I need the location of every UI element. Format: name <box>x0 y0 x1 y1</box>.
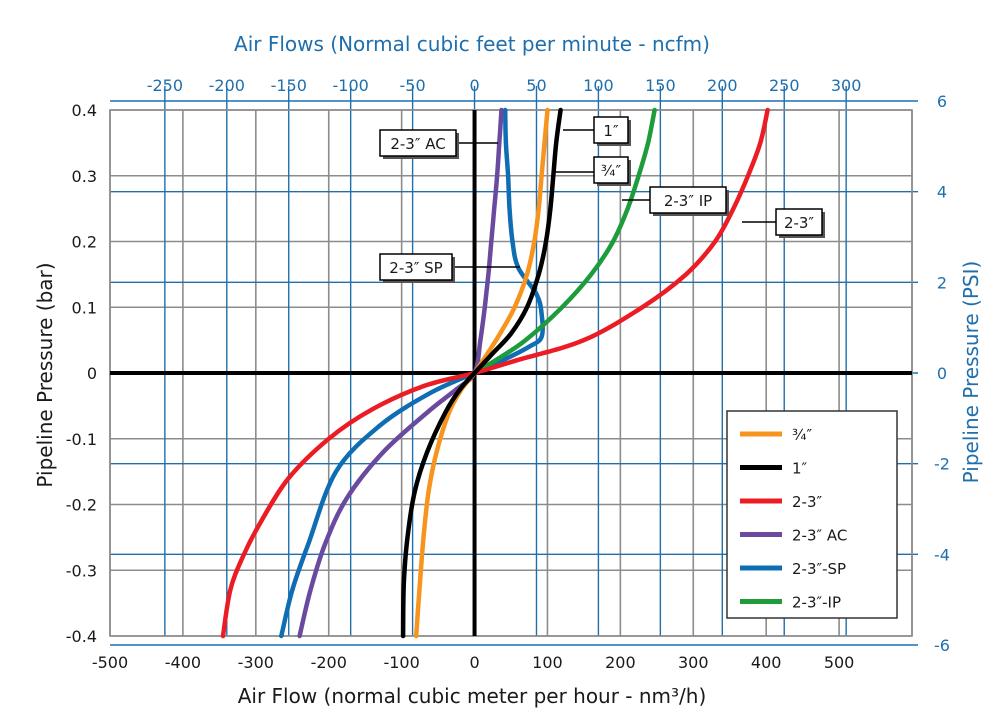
series-line <box>297 107 504 639</box>
x-tick-label: -200 <box>311 653 347 672</box>
legend-label: ¾″ <box>792 426 813 444</box>
top-tick-label: 150 <box>645 76 676 95</box>
x-tick-label: 500 <box>824 653 855 672</box>
right-tick-label: 6 <box>937 92 947 111</box>
y-tick-label: -0.4 <box>66 627 97 646</box>
callout-label: 2-3″ IP <box>664 192 712 210</box>
right-tick-label: 4 <box>937 183 947 202</box>
callouts: 2-3″ AC 1″ ¾″ 2-3″ IP 2-3″ 2-3″ SP <box>379 116 825 283</box>
legend-box <box>726 410 898 619</box>
top-tick-label: -200 <box>209 76 245 95</box>
y-tick-label: -0.2 <box>66 496 97 515</box>
right-axis-title: Pipeline Pressure (PSI) <box>959 261 983 484</box>
top-tick-label: 100 <box>583 76 614 95</box>
x-tick-label: 0 <box>469 653 479 672</box>
callout-box <box>649 186 727 214</box>
callout-label: 2-3″ AC <box>390 135 445 153</box>
y-tick-label: -0.3 <box>66 561 97 580</box>
callout-label: 2-3″ <box>784 214 814 232</box>
series-line <box>472 107 657 376</box>
y-tick-label: 0.1 <box>72 298 97 317</box>
top-tick-label: -250 <box>147 76 183 95</box>
top-tick-label: 200 <box>707 76 738 95</box>
callout-box <box>593 116 629 144</box>
x-tick-label: 100 <box>532 653 563 672</box>
series-line <box>413 107 550 639</box>
legend-label: 2-3″ AC <box>792 527 847 545</box>
top-tick-label: -50 <box>400 76 426 95</box>
right-tick-label: 2 <box>937 273 947 292</box>
y-tick-label: -0.1 <box>66 430 97 449</box>
top-axis-title: Air Flows (Normal cubic feet per minute … <box>234 32 710 56</box>
top-tick-label: 50 <box>526 76 546 95</box>
top-tick-label: -150 <box>271 76 307 95</box>
top-tick-label: -100 <box>333 76 369 95</box>
legend-label: 1″ <box>792 460 808 478</box>
x-tick-label: 300 <box>678 653 709 672</box>
callout-box <box>593 156 629 184</box>
y-tick-label: 0.2 <box>72 233 97 252</box>
top-tick-label: 250 <box>769 76 800 95</box>
series-line <box>220 107 770 639</box>
series-layer <box>220 107 770 639</box>
ticks: -500 -400 -300 -200 -100 0 100 200 300 400 5000.40… <box>66 76 950 672</box>
y-tick-label: 0.3 <box>72 167 97 186</box>
x-tick-label: -400 <box>165 653 201 672</box>
x-axis-title: Air Flow (normal cubic meter per hour - … <box>238 684 707 708</box>
right-tick-label: -4 <box>934 545 950 564</box>
x-tick-label: 200 <box>605 653 636 672</box>
top-tick-label: 0 <box>469 76 479 95</box>
x-tick-label: -500 <box>92 653 128 672</box>
callout-box <box>775 208 823 236</box>
callout-label: ¾″ <box>601 162 622 180</box>
callout-box <box>379 129 457 157</box>
y-axis-title: Pipeline Pressure (bar) <box>33 262 57 487</box>
callout-box <box>379 253 453 281</box>
series-line <box>400 107 563 639</box>
top-tick-label: 300 <box>831 76 862 95</box>
y-tick-label: 0 <box>87 364 97 383</box>
right-tick-label: 0 <box>937 364 947 383</box>
right-tick-label: -2 <box>934 455 950 474</box>
x-tick-label: 400 <box>751 653 782 672</box>
legend: ¾″ 1″ 2-3″ 2-3″ AC 2-3″-SP 2-3″-IP <box>726 410 898 619</box>
legend-label: 2-3″-IP <box>792 594 841 612</box>
legend-label: 2-3″ <box>792 493 822 511</box>
callout-label: 1″ <box>603 122 619 140</box>
y-tick-label: 0.4 <box>72 101 97 120</box>
legend-label: 2-3″-SP <box>792 560 846 578</box>
x-tick-label: -300 <box>238 653 274 672</box>
x-tick-label: -100 <box>383 653 419 672</box>
series-line <box>279 107 546 639</box>
callout-label: 2-3″ SP <box>389 259 442 277</box>
right-tick-label: -6 <box>934 636 950 655</box>
